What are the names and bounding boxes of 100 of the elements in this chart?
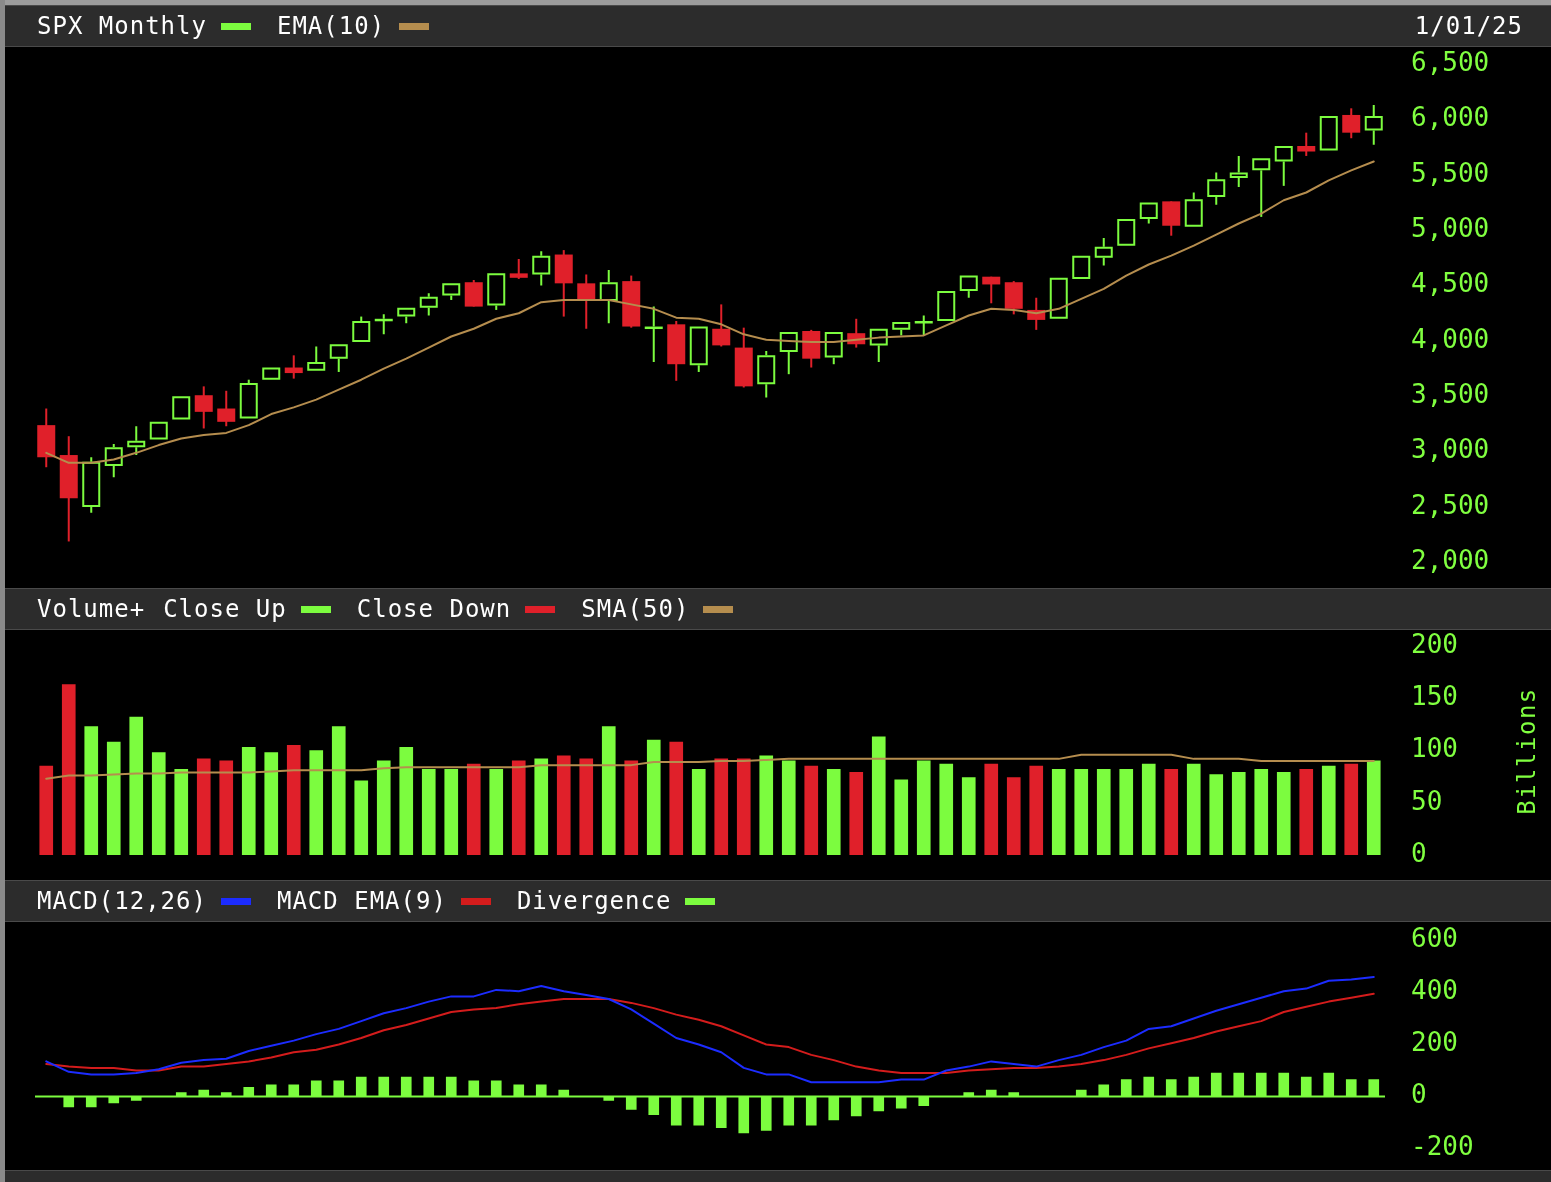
legend-label: Divergence [516, 887, 672, 915]
candlestick [104, 442, 123, 479]
candlestick [712, 303, 731, 348]
candlestick [307, 345, 326, 371]
y-tick-label: 3,500 [1411, 379, 1490, 410]
legend-label: EMA(10) [276, 12, 386, 40]
candlestick [217, 389, 236, 428]
bar [736, 758, 751, 855]
bar [1074, 768, 1089, 855]
candlestick [757, 349, 776, 399]
y-tick-label: 200 [1411, 628, 1458, 659]
bar [1344, 763, 1359, 855]
candlestick [194, 385, 213, 430]
legend-label: SMA(50) [581, 595, 690, 623]
candlestick [509, 257, 528, 280]
bar [984, 763, 999, 855]
candlestick [1252, 158, 1271, 218]
bar [376, 760, 391, 855]
y-tick-label: 2,000 [1411, 545, 1490, 576]
legend-label: Close Up [163, 595, 287, 623]
candlestick [1229, 154, 1248, 188]
legend-label: MACD(12,26) [37, 887, 207, 915]
bar [219, 760, 234, 855]
y-tick-label: 50 [1411, 785, 1443, 816]
bar [916, 760, 931, 855]
bar [1231, 772, 1246, 855]
bar [1299, 768, 1314, 855]
bar [714, 758, 729, 855]
y-tick-label: 400 [1411, 975, 1458, 1006]
bar [466, 763, 481, 855]
bar [1186, 763, 1201, 855]
bar [174, 768, 189, 855]
y-tick-label: 6,000 [1411, 102, 1490, 133]
bar [871, 736, 886, 855]
candlestick [419, 292, 438, 317]
bar [1254, 768, 1269, 855]
legend-label: Close Down [356, 595, 512, 623]
bar [939, 763, 954, 855]
bar [849, 772, 864, 855]
bar [601, 726, 616, 855]
y-tick-label: 100 [1411, 733, 1458, 764]
y-tick-label: 4,500 [1411, 268, 1490, 299]
candlestick [577, 273, 596, 330]
bar [894, 779, 909, 855]
candlestick [127, 425, 146, 457]
candlestick [397, 307, 416, 325]
bar [61, 684, 76, 855]
y-tick-label: 600 [1411, 923, 1458, 954]
candlestick [82, 456, 101, 514]
bar [556, 755, 571, 855]
y-tick-label: 4,000 [1411, 323, 1490, 354]
bar [1366, 760, 1381, 855]
y-tick-label: 5,500 [1411, 157, 1490, 188]
bar [196, 758, 211, 855]
bar [354, 780, 369, 855]
bar [84, 726, 99, 855]
bar [489, 768, 504, 855]
bar [624, 760, 639, 855]
candlestick [374, 313, 393, 336]
candlestick [1342, 107, 1361, 140]
bar [1321, 765, 1336, 855]
chart-title: Volume+ [37, 595, 146, 623]
y-tick-label: 200 [1411, 1027, 1458, 1058]
candlestick [982, 275, 1001, 305]
bar [646, 739, 661, 855]
bar [781, 760, 796, 855]
bar [804, 765, 819, 855]
y-tick-label: 5,000 [1411, 212, 1490, 243]
bar [39, 765, 54, 855]
bar [309, 750, 324, 855]
bar [534, 758, 549, 855]
bar [241, 747, 256, 855]
y-tick-label: 0 [1411, 1079, 1427, 1110]
bar [106, 741, 121, 855]
bar [826, 768, 841, 855]
bar [1096, 768, 1111, 855]
y-axis-title: Billions [1513, 686, 1541, 815]
candlestick [1297, 131, 1316, 157]
candlestick [532, 250, 551, 287]
y-tick-label: 6,500 [1411, 46, 1490, 77]
y-tick-label: -200 [1411, 1131, 1474, 1162]
candlestick [644, 305, 663, 363]
bar [669, 741, 684, 855]
candlestick [1094, 236, 1113, 267]
bar [264, 752, 279, 855]
bar [1119, 768, 1134, 855]
candlestick [599, 269, 618, 325]
y-tick-label: 150 [1411, 681, 1458, 711]
candlestick [329, 344, 348, 373]
bar [759, 755, 774, 855]
y-tick-label: 3,000 [1411, 434, 1490, 465]
bar [1209, 774, 1224, 855]
bar [286, 744, 301, 855]
bar [1164, 768, 1179, 855]
bar [691, 768, 706, 855]
candlestick [892, 322, 911, 337]
candlestick [1364, 103, 1383, 146]
bar [511, 760, 526, 855]
text: 1/01/25 [1414, 12, 1523, 40]
bar [961, 777, 976, 855]
